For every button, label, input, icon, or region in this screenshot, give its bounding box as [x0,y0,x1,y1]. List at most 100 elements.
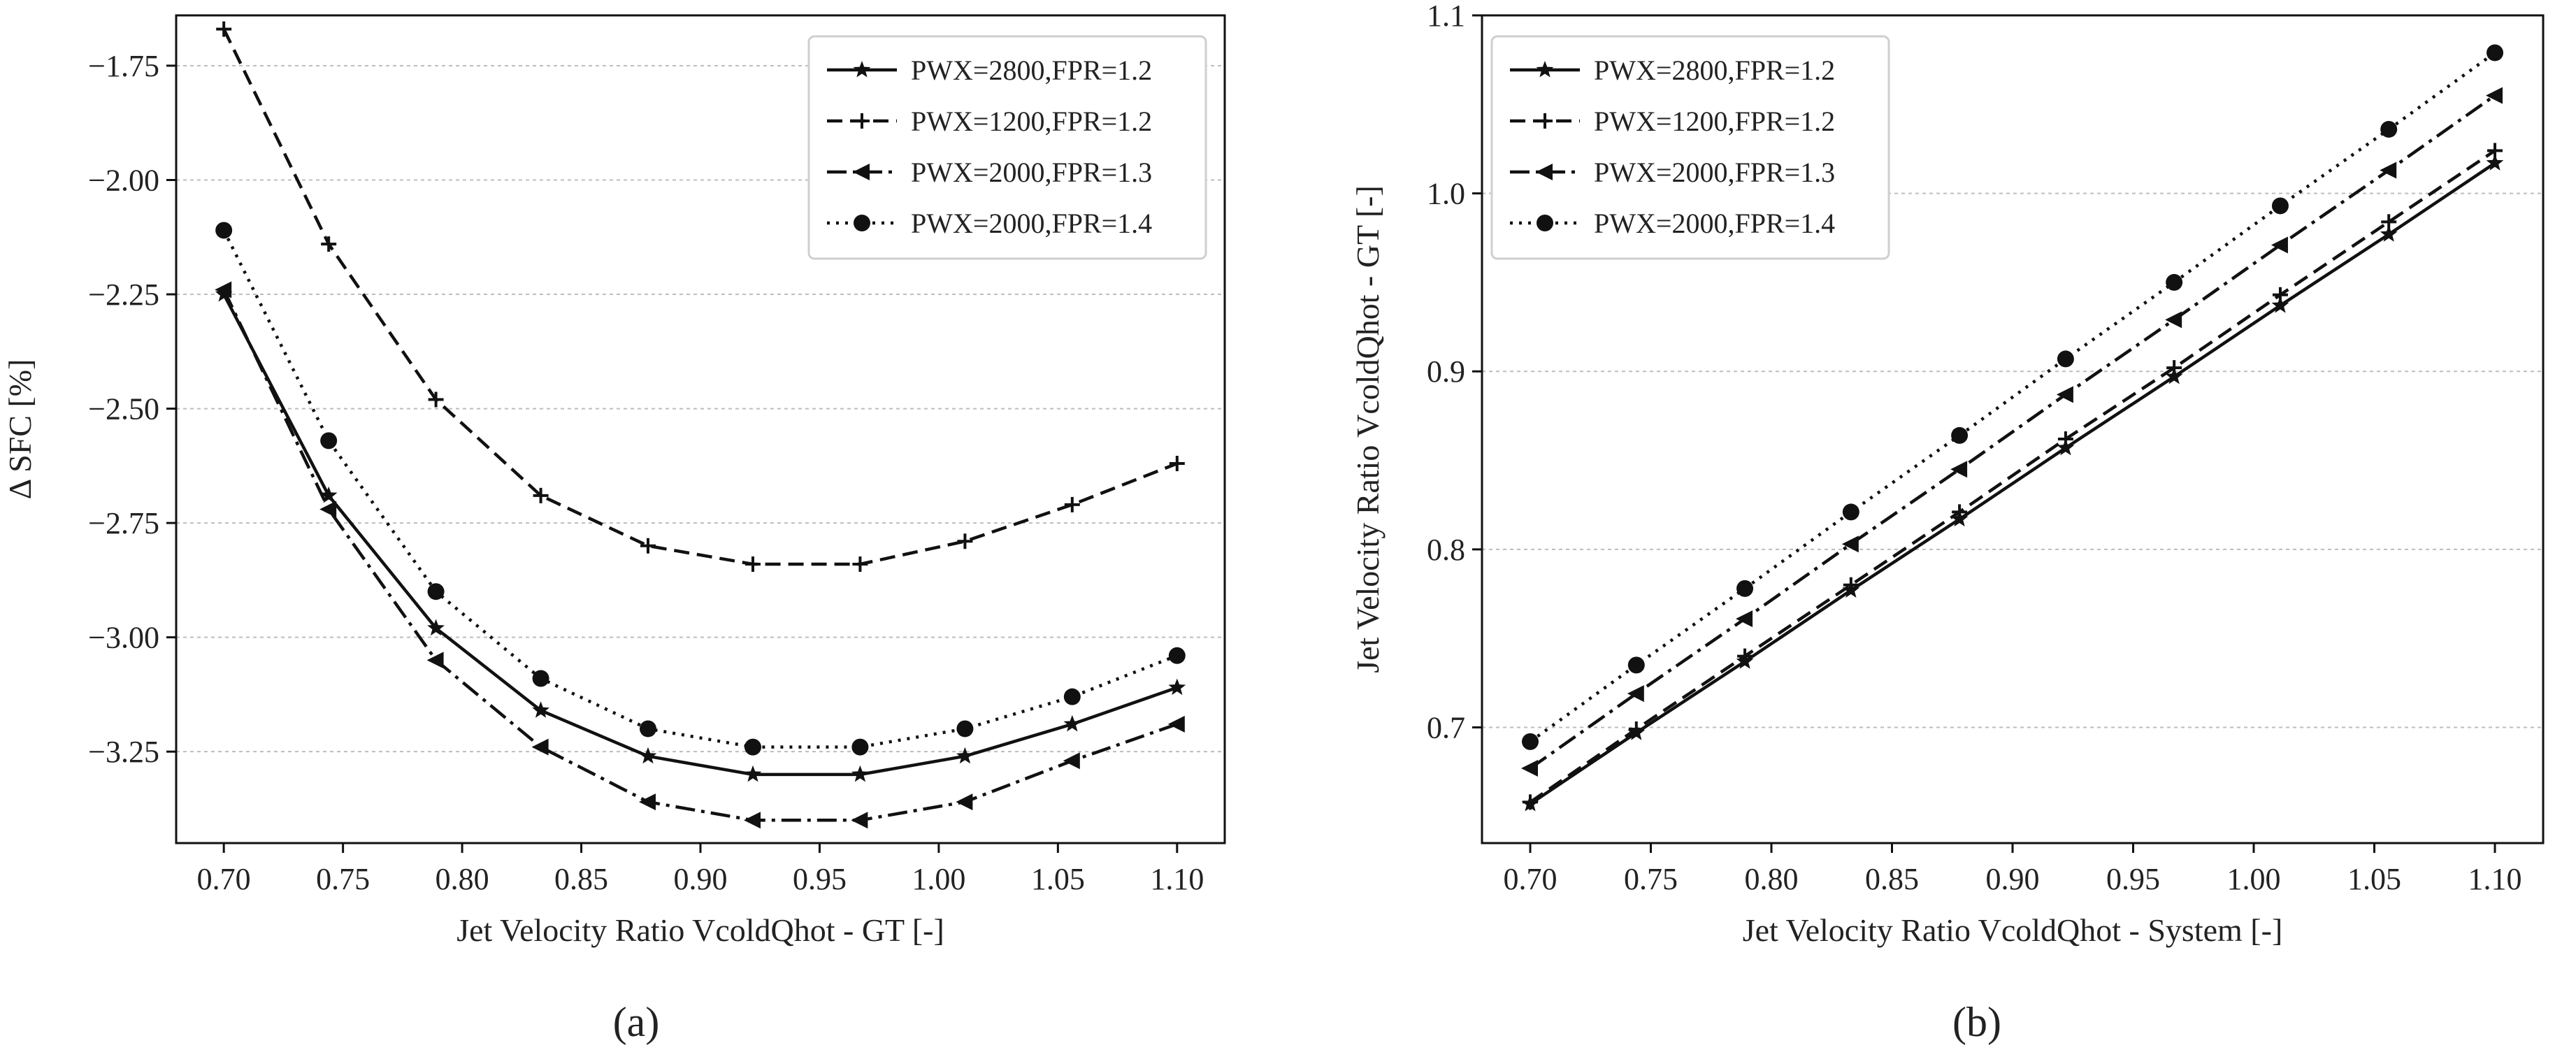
data-point [1627,656,1645,674]
data-point [1063,714,1081,732]
x-tick-label: 0.80 [1745,862,1799,896]
data-point [2057,431,2073,447]
data-point [216,21,232,37]
legend-label: PWX=2000,FPR=1.4 [1594,208,1835,239]
y-tick-label: 1.0 [1427,177,1465,211]
y-tick-label: −2.25 [88,278,159,312]
panel-caption: (b) [1952,999,2001,1045]
data-point [1950,461,1968,478]
data-point [319,501,337,518]
data-point [1064,496,1080,512]
data-point [2057,350,2074,368]
y-tick-label: −3.00 [88,621,159,655]
y-tick-label: −3.25 [88,735,159,769]
x-tick-label: 0.85 [554,862,608,896]
data-point [1841,535,1859,553]
data-point [215,281,232,299]
data-point [1063,688,1081,705]
x-tick-label: 0.75 [316,862,370,896]
data-point [640,538,656,554]
data-point [2381,214,2397,230]
y-tick-label: −2.00 [88,163,159,197]
panel-a: 0.70 0.75 0.80 0.85 0.90 0.95 1.00 1.05 1.10 −3.2… [2,14,1226,1045]
data-point [957,533,973,549]
data-point [1952,504,1968,520]
legend-label: PWX=1200,FPR=1.2 [1594,106,1835,137]
x-tick-label: 0.80 [436,862,489,896]
x-tick-label: 1.10 [1150,862,1204,896]
legend-box [807,35,1207,260]
data-point [1628,721,1644,738]
y-tick-label: 1.1 [1427,0,1465,33]
x-tick-label: 1.00 [2227,862,2281,896]
series-line [222,289,1178,822]
data-point [744,738,761,756]
data-point [1736,610,1753,628]
y-tick-label: 0.9 [1427,354,1465,389]
data-point [1521,760,1538,777]
legend-marker [1536,164,1553,180]
data-point [956,720,974,738]
data-point [2165,367,2183,384]
data-point [533,487,549,503]
data-point [1842,503,1859,521]
data-point [1063,752,1080,770]
x-tick-label: 0.85 [1865,862,1919,896]
y-tick-label: 0.8 [1427,533,1465,567]
data-point [531,738,549,756]
series-line [1529,161,2496,805]
y-tick-label: −1.75 [88,49,159,83]
x-tick-label: 0.70 [1504,862,1557,896]
x-tick-label: 1.05 [1031,862,1085,896]
legend-marker [853,164,870,180]
data-point [2486,154,2504,171]
x-tick-label: 0.70 [197,862,251,896]
x-tick-label: 1.00 [912,862,965,896]
data-point [2380,225,2398,242]
data-point [2166,360,2182,376]
data-point [1951,426,1969,444]
data-point [1522,733,1539,750]
panel-b: 0.70 0.75 0.80 0.85 0.90 0.95 1.00 1.05 1.10 0.7 0… [1350,0,2545,1045]
data-point [851,765,869,782]
data-point [532,701,549,718]
data-point [2271,296,2289,313]
data-point [2056,386,2073,403]
legend-label: PWX=1200,FPR=1.2 [911,106,1152,137]
data-point [2271,197,2289,215]
legend-marker [1537,215,1553,231]
x-tick-label: 1.05 [2347,862,2401,896]
data-point [2487,44,2503,62]
legend-label: PWX=2800,FPR=1.2 [911,55,1152,86]
data-point [639,793,656,811]
x-axis-title: Jet Velocity Ratio VcoldQhot - System [-… [1743,912,2283,948]
legend-marker [854,215,870,231]
data-point [639,747,657,764]
data-point [1168,647,1186,664]
data-point [1167,715,1185,733]
series-line [222,293,1178,777]
data-point [851,738,869,756]
y-tick-label: −2.75 [88,506,159,540]
data-point [428,391,444,408]
y-tick-label: 0.7 [1427,710,1465,745]
data-point [744,812,761,829]
data-point [320,432,338,450]
data-point [1843,577,1859,593]
data-point [321,236,337,252]
data-point [427,583,445,601]
x-tick-label: 0.75 [1624,862,1678,896]
data-point [1736,580,1754,597]
y-axis-title: Jet Velocity Ratio VcoldQhot - GT [-] [1350,185,1386,673]
legend-label: PWX=2000,FPR=1.3 [1594,157,1835,188]
data-point [2057,438,2075,456]
series-line [1529,94,2496,770]
data-point [1737,648,1753,664]
data-point [319,486,338,503]
data-point [744,765,762,782]
data-point [2487,143,2503,159]
data-point [1627,685,1644,703]
data-point [427,619,445,636]
data-point [1523,794,1538,810]
